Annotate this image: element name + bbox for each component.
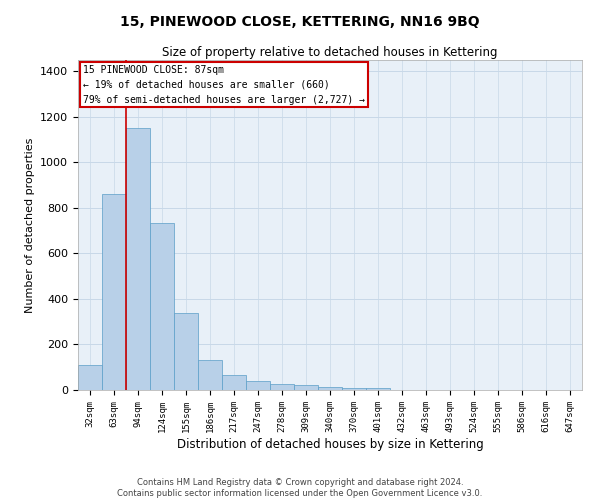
- Bar: [174, 312, 198, 390]
- Bar: [150, 222, 174, 390]
- Bar: [78, 365, 102, 390]
- Bar: [318, 386, 342, 390]
- Bar: [246, 381, 270, 390]
- Bar: [294, 386, 318, 390]
- X-axis label: Distribution of detached houses by size in Kettering: Distribution of detached houses by size …: [176, 438, 484, 450]
- Title: Size of property relative to detached houses in Kettering: Size of property relative to detached ho…: [162, 46, 498, 59]
- Bar: [342, 388, 366, 390]
- Bar: [102, 194, 126, 390]
- Bar: [222, 375, 246, 390]
- Bar: [270, 384, 294, 390]
- Text: 15 PINEWOOD CLOSE: 87sqm
← 19% of detached houses are smaller (660)
79% of semi-: 15 PINEWOOD CLOSE: 87sqm ← 19% of detach…: [83, 65, 365, 104]
- Bar: [126, 128, 150, 390]
- Text: 15, PINEWOOD CLOSE, KETTERING, NN16 9BQ: 15, PINEWOOD CLOSE, KETTERING, NN16 9BQ: [120, 15, 480, 29]
- Bar: [198, 360, 222, 390]
- Text: Contains HM Land Registry data © Crown copyright and database right 2024.
Contai: Contains HM Land Registry data © Crown c…: [118, 478, 482, 498]
- Bar: [366, 388, 390, 390]
- Y-axis label: Number of detached properties: Number of detached properties: [25, 138, 35, 312]
